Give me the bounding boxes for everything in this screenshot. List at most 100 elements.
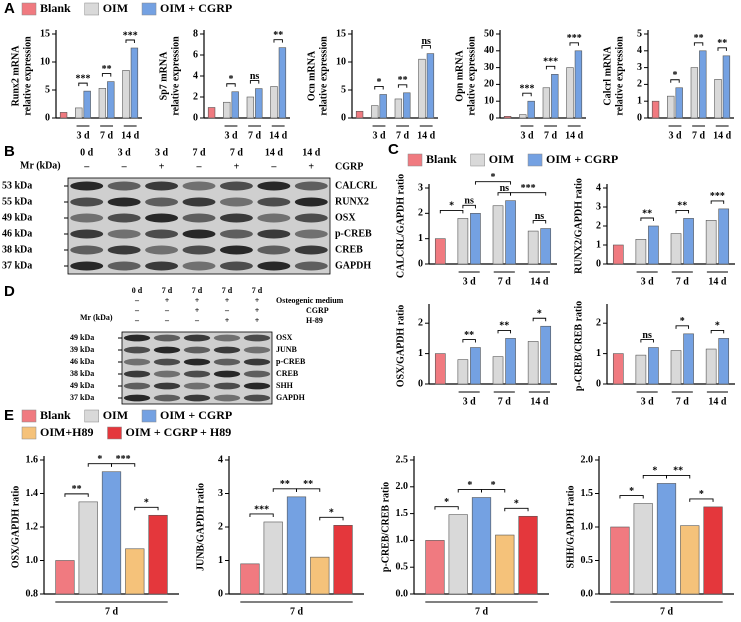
- condition-label: H-89: [306, 316, 323, 325]
- y-tick-label: 1: [218, 555, 223, 566]
- blot-band: [294, 261, 328, 271]
- y-axis-label: CALCRL/GAPDH ratio: [395, 174, 406, 278]
- bar: [270, 86, 278, 119]
- y-tick-label: 2: [218, 521, 223, 532]
- legend-swatch: [21, 426, 37, 440]
- significance-bracket: [125, 39, 135, 43]
- blot-band: [243, 358, 271, 366]
- y-axis-label: Runx2 mRNA: [10, 45, 21, 107]
- bar: [255, 88, 263, 119]
- y-tick-label: 5: [341, 84, 346, 95]
- blot-band: [107, 213, 141, 223]
- bar: [635, 239, 647, 265]
- blot-band: [257, 261, 291, 271]
- lane-label: 7 d: [162, 286, 173, 295]
- significance-label: **: [280, 479, 290, 490]
- y-axis-label: Opn mRNA: [454, 50, 465, 102]
- mr-label: Mr (kDa): [80, 313, 113, 322]
- y-tick-label: 0: [45, 112, 50, 123]
- bar: [78, 501, 98, 595]
- bar: [699, 50, 707, 119]
- y-axis-label: relative expression: [170, 36, 181, 116]
- blot-band: [257, 245, 291, 255]
- x-group-label: 14 d: [708, 276, 727, 287]
- blot-band: [182, 229, 216, 239]
- y-axis-label: OSX/GAPDH ratio: [10, 486, 21, 569]
- x-group-label: 7 d: [676, 276, 690, 287]
- legend-swatch: [21, 2, 37, 16]
- significance-label: *: [537, 309, 542, 320]
- significance-bracket: [474, 181, 512, 185]
- significance-bracket: [434, 506, 459, 510]
- bar: [333, 525, 353, 595]
- marker-label: 49 kDa: [2, 212, 32, 223]
- blot-band: [145, 261, 179, 271]
- lane-label: 0 d: [80, 147, 94, 158]
- blot-band: [183, 334, 211, 342]
- y-tick-label: 3: [218, 488, 223, 499]
- bar: [148, 514, 168, 595]
- blot-band: [213, 382, 241, 390]
- y-tick-label: 1.6: [26, 454, 39, 465]
- protein-label: GAPDH: [276, 393, 306, 402]
- condition-label: CGRP: [306, 306, 329, 315]
- y-tick-label: 0.0: [581, 588, 594, 599]
- y-tick-label: 6: [193, 49, 198, 60]
- legend-label: OIM: [103, 1, 128, 15]
- y-tick-label: 2: [596, 317, 601, 328]
- lane-sign: +: [225, 316, 230, 325]
- y-axis-label: Sp7 mRNA: [158, 51, 169, 100]
- bar: [705, 220, 717, 265]
- lane-sign: –: [224, 306, 230, 315]
- blot-band: [153, 370, 181, 378]
- panel-label: A: [4, 0, 15, 17]
- x-group-label: 14 d: [417, 130, 436, 141]
- significance-label: ns: [500, 183, 510, 194]
- y-tick-label: 20: [484, 79, 494, 90]
- significance-bracket: [675, 209, 690, 214]
- x-group-label: 7 d: [105, 606, 119, 617]
- y-tick-label: 30: [484, 62, 494, 73]
- bar: [680, 525, 700, 595]
- bar: [426, 53, 435, 119]
- significance-bracket: [710, 200, 725, 204]
- significance-bracket: [64, 493, 89, 497]
- panel-label: C: [388, 141, 399, 158]
- blot-band: [145, 197, 179, 207]
- significance-label: ns: [250, 71, 260, 82]
- legend-label: OIM + CGRP: [160, 1, 232, 15]
- y-tick-label: 2: [193, 91, 198, 102]
- blot-band: [243, 346, 271, 354]
- legend-swatch: [84, 409, 99, 423]
- significance-bracket: [462, 339, 476, 343]
- y-axis-label: p-CREB/CREB ratio: [380, 482, 391, 572]
- y-axis-label: SHH/GAPDH ratio: [565, 485, 576, 568]
- x-group-label: 7 d: [498, 396, 512, 407]
- y-tick-label: 10: [336, 56, 346, 67]
- blot-band: [213, 346, 241, 354]
- x-group-label: 7 d: [692, 130, 706, 141]
- bar: [505, 200, 516, 265]
- x-group-label: 7 d: [290, 606, 304, 617]
- significance-label: ns: [642, 330, 652, 341]
- bar: [107, 81, 115, 119]
- marker-label: 37 kDa: [70, 393, 94, 402]
- significance-label: **: [303, 479, 313, 490]
- mr-label: Mr (kDa): [20, 160, 61, 171]
- significance-bracket: [111, 463, 136, 467]
- y-tick-label: 0: [596, 378, 601, 389]
- significance-label: *: [491, 480, 496, 491]
- x-group-label: 14 d: [530, 396, 549, 407]
- bar: [540, 325, 552, 385]
- x-group-label: 14 d: [713, 130, 732, 141]
- y-tick-label: 2.0: [396, 481, 409, 492]
- legend-label: Blank: [426, 152, 457, 166]
- blot-band: [107, 181, 141, 191]
- significance-bracket: [319, 516, 344, 521]
- significance-bracket: [545, 65, 556, 70]
- significance-label: *: [376, 77, 381, 88]
- y-tick-label: 5: [45, 84, 50, 95]
- y-tick-label: 5: [637, 28, 642, 39]
- bar: [448, 514, 468, 595]
